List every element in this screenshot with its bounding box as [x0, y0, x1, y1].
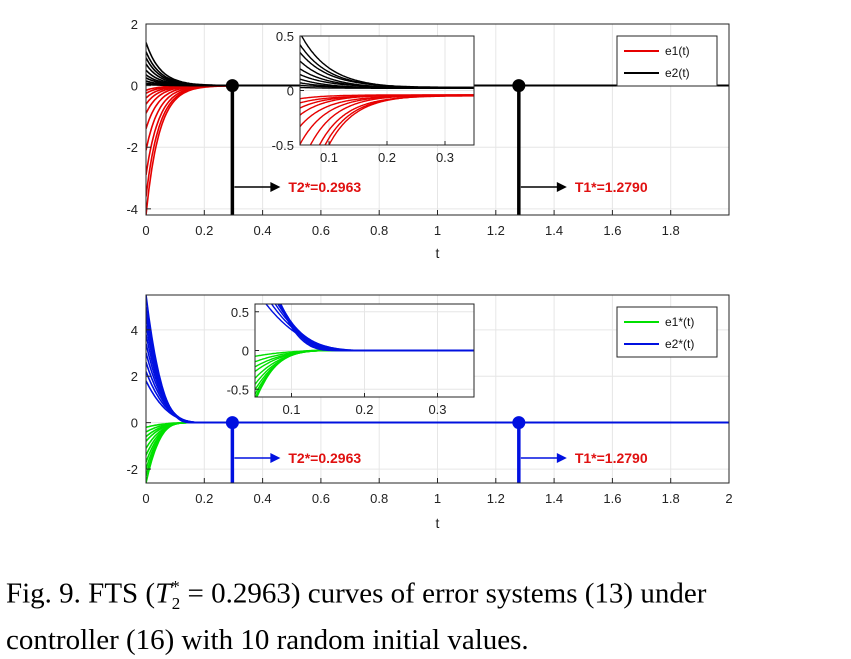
legend-label: e1*(t) — [665, 315, 694, 329]
legend: e1*(t) e2*(t) — [616, 306, 718, 358]
inset-x-tick-label: 0.2 — [378, 150, 396, 165]
y-tick-label: -4 — [126, 202, 138, 217]
x-tick-label: 1.4 — [545, 223, 563, 238]
x-tick-label: 1.6 — [603, 491, 621, 506]
y-tick-label: -2 — [126, 140, 138, 155]
settling-time-label: T2*=0.2963 — [288, 179, 361, 195]
inset-x-tick-label: 0.3 — [436, 150, 454, 165]
legend-box — [616, 35, 718, 87]
legend-box — [616, 306, 718, 358]
x-tick-label: 0.6 — [312, 491, 330, 506]
x-tick-label: 0 — [142, 491, 149, 506]
arrow-head — [270, 453, 281, 463]
x-tick-label: 0.4 — [254, 223, 272, 238]
x-tick-label: 0.2 — [195, 223, 213, 238]
inset-x-tick-label: 0.3 — [428, 402, 446, 417]
settling-time-marker — [225, 416, 239, 430]
inset-series-group — [300, 36, 474, 145]
inset-y-tick-label: -0.5 — [227, 382, 249, 397]
y-tick-label: 0 — [131, 416, 138, 431]
series-curve-2 — [146, 380, 729, 424]
inset-series-curve-2 — [300, 86, 474, 89]
y-tick-label: 2 — [131, 369, 138, 384]
arrow-head — [556, 453, 567, 463]
inset-x-tick-label: 0.2 — [355, 402, 373, 417]
settling-time-marker — [512, 79, 526, 93]
inset-y-tick-label: 0 — [287, 84, 294, 99]
inset-x-tick-label: 0.1 — [282, 402, 300, 417]
inset-series-curve-1 — [300, 95, 474, 104]
arrow-head — [270, 182, 281, 192]
x-tick-label: 1.6 — [603, 223, 621, 238]
inset-series-curve-2 — [300, 84, 474, 89]
x-tick-label: 1.2 — [487, 223, 505, 238]
x-tick-label: 0 — [142, 223, 149, 238]
legend-label: e1(t) — [665, 44, 690, 58]
x-tick-label: 0.2 — [195, 491, 213, 506]
legend-label: e2*(t) — [665, 337, 694, 351]
y-tick-label: -2 — [126, 462, 138, 477]
figure-caption: Fig. 9. FTS (T*2 = 0.2963) curves of err… — [6, 568, 851, 659]
legend: e1(t) e2(t) — [616, 35, 718, 87]
inset-series-curve-1 — [300, 94, 474, 100]
x-tick-label: 0.4 — [254, 491, 272, 506]
settling-time-label: T1*=1.2790 — [575, 179, 648, 195]
x-tick-label: 1.4 — [545, 491, 563, 506]
x-tick-label: 1.8 — [662, 223, 680, 238]
x-tick-label: 1.2 — [487, 491, 505, 506]
inset-y-tick-label: 0 — [242, 344, 249, 359]
settling-time-marker — [225, 79, 239, 93]
caption-line-1: Fig. 9. FTS (T*2 = 0.2963) curves of err… — [6, 577, 707, 614]
chart-panel-top: T2*=0.2963 T1*=1.2790 0 0.2 0.4 0.6 0.8 1 1.2 1.4… — [126, 17, 730, 261]
x-axis-label: t — [436, 515, 440, 531]
inset-axes: 0.1 0.2 0.3 -0.5 0 0.5 — [272, 29, 475, 165]
chart-panel-bottom: T2*=0.2963 T1*=1.2790 0 0.2 0.4 0.6 0.8 1 1.2 1.4… — [126, 294, 733, 531]
inset-series-curve-2 — [265, 304, 474, 352]
settling-time-label: T2*=0.2963 — [288, 450, 361, 466]
inset-y-tick-label: 0.5 — [231, 305, 249, 320]
x-tick-label: 1.8 — [662, 491, 680, 506]
x-tick-label: 1 — [434, 223, 441, 238]
arrow-head — [556, 182, 567, 192]
inset-y-tick-label: -0.5 — [272, 138, 294, 153]
x-tick-label: 0.8 — [370, 223, 388, 238]
x-tick-label: 0.8 — [370, 491, 388, 506]
x-tick-label: 2 — [725, 491, 732, 506]
y-tick-label: 0 — [131, 79, 138, 94]
series-group — [146, 295, 729, 483]
inset-y-tick-label: 0.5 — [276, 29, 294, 44]
inset-axes: 0.1 0.2 0.3 -0.5 0 0.5 — [227, 303, 475, 417]
legend-label: e2(t) — [665, 66, 690, 80]
figure: T2*=0.2963 T1*=1.2790 0 0.2 0.4 0.6 0.8 1 1.2 1.4… — [126, 17, 733, 531]
settling-time-marker — [512, 416, 526, 430]
y-tick-label: 4 — [131, 323, 138, 338]
caption-line-2: controller (16) with 10 random initial v… — [6, 624, 529, 657]
settling-time-label: T1*=1.2790 — [575, 450, 648, 466]
x-axis-label: t — [436, 245, 440, 261]
x-tick-label: 1 — [434, 491, 441, 506]
inset-x-tick-label: 0.1 — [320, 150, 338, 165]
inset-series-group — [255, 304, 474, 397]
x-tick-label: 0.6 — [312, 223, 330, 238]
y-tick-label: 2 — [131, 17, 138, 32]
